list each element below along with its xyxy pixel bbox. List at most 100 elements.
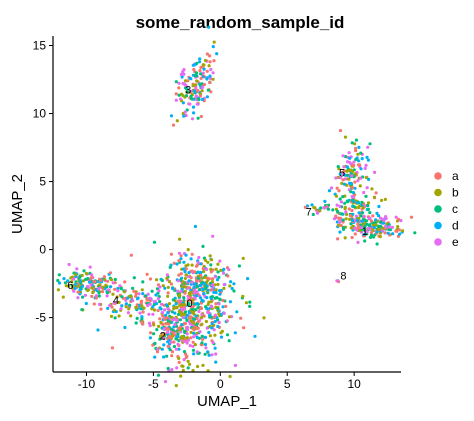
data-point [345,173,350,177]
data-point [190,97,194,101]
data-point [184,84,188,88]
data-point [366,201,371,205]
data-point [69,276,73,280]
data-point [207,353,211,357]
data-point [78,275,82,279]
data-point [183,110,187,114]
legend-label-c: c [452,202,458,216]
data-point [179,299,183,303]
data-point [196,89,200,93]
data-point [367,177,371,181]
data-point [213,333,217,337]
data-point [349,190,353,194]
data-point [344,155,348,159]
data-point [198,94,203,98]
data-point [377,204,381,209]
data-point [203,275,207,279]
data-point [209,258,214,262]
data-point [378,235,382,239]
data-point [155,350,160,354]
data-point [239,316,243,320]
data-point [222,311,226,315]
data-point [217,275,221,279]
data-point [161,284,165,288]
data-point [391,232,395,236]
data-point [202,281,206,285]
data-point [179,272,183,276]
data-point [397,232,402,236]
data-point [383,197,387,201]
data-point [160,311,164,315]
data-point [359,214,363,218]
data-point [126,296,130,300]
data-point [171,123,176,127]
data-point [181,101,185,105]
data-point [185,108,189,112]
data-point [334,214,338,218]
data-point [106,306,110,310]
data-point [367,223,371,227]
data-point [72,289,76,293]
data-point [157,289,161,293]
data-point [195,79,199,83]
data-point [344,210,348,214]
data-point [88,280,92,284]
legend-marker-e [434,238,442,246]
data-point [124,305,128,309]
data-point [91,290,95,295]
data-point [147,312,151,316]
data-point [170,368,174,372]
data-point [229,280,233,284]
data-point [117,300,121,304]
data-point [353,219,357,223]
data-point [177,273,181,277]
data-point [338,220,342,224]
data-point [104,283,108,287]
data-point [196,364,200,369]
data-point [213,319,217,324]
data-point [211,283,215,287]
data-point [144,294,148,298]
data-point [362,214,366,219]
data-point [216,270,220,274]
data-point [358,229,362,233]
data-point [120,304,124,308]
data-point [174,92,178,96]
data-point [176,279,180,283]
data-point [61,295,65,299]
data-point [205,76,209,80]
data-point [175,119,179,123]
data-point [113,281,117,285]
data-point [185,341,189,345]
data-point [224,304,228,308]
data-point [233,331,237,335]
data-point [374,191,378,195]
data-point [244,301,248,305]
data-point [165,316,169,320]
data-point [196,116,200,120]
data-point [166,344,170,348]
data-point [192,286,196,290]
cluster-label-0: 0 [186,298,192,310]
data-point [209,90,213,94]
data-point [192,290,197,295]
data-point [335,279,339,283]
data-point [181,368,185,372]
data-point [197,97,201,102]
data-point [179,289,183,293]
data-point [74,273,78,277]
data-point [158,317,162,321]
data-point [382,219,386,223]
data-point [142,306,146,310]
data-point [83,293,87,297]
data-point [212,315,217,319]
data-point [76,296,80,300]
data-point [186,275,191,279]
data-point [100,290,105,294]
data-point [209,67,213,72]
data-point [119,307,123,311]
data-point [84,301,88,306]
data-point [357,159,361,163]
data-point [182,321,187,325]
data-point [221,271,226,275]
